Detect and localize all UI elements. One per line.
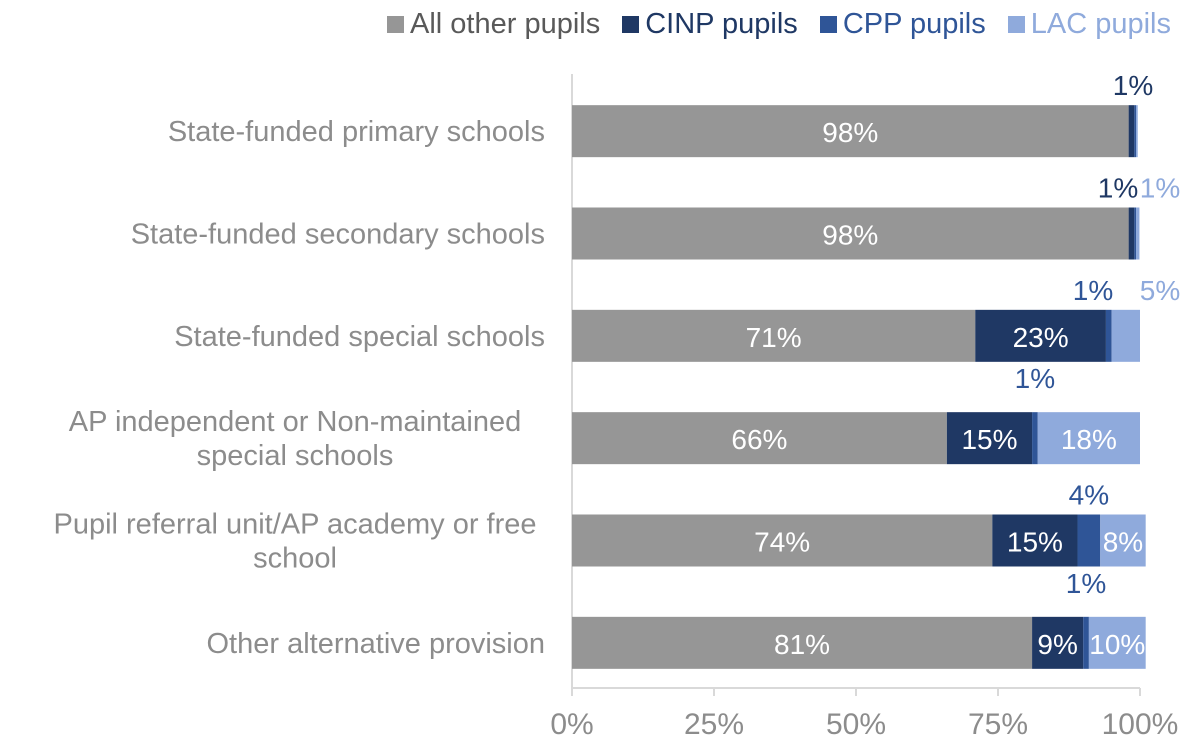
bar-segment — [1088, 616, 1146, 669]
data-label: 71% — [746, 322, 802, 353]
bar-segment — [992, 514, 1078, 567]
bar-segment — [572, 207, 1129, 260]
bar-segment — [572, 309, 976, 362]
bar-segment — [1111, 309, 1140, 362]
legend-item: CPP pupils — [819, 8, 986, 41]
legend-item: All other pupils — [387, 8, 600, 41]
legend-swatch — [387, 16, 404, 33]
data-label: 4% — [1069, 480, 1109, 511]
x-tick-label: 50% — [826, 708, 886, 740]
bar-segment — [946, 412, 1033, 465]
bar-segment — [1032, 616, 1084, 669]
x-tick-label: 75% — [968, 708, 1028, 740]
data-label: 8% — [1103, 527, 1143, 558]
bar-segment — [572, 105, 1129, 158]
data-label: 15% — [961, 424, 1017, 455]
category-label: State-funded secondary schools — [131, 219, 545, 251]
data-label: 15% — [1007, 527, 1063, 558]
bar-segment — [1077, 514, 1101, 567]
bar-segment — [572, 616, 1033, 669]
bar-segment — [1083, 616, 1089, 669]
category-label: State-funded special schools — [174, 321, 545, 353]
data-label: 1% — [1113, 70, 1153, 101]
bar-segment — [975, 309, 1106, 362]
bar-segment — [572, 514, 993, 567]
data-label: 98% — [822, 220, 878, 251]
data-label: 1% — [1073, 275, 1113, 306]
legend: All other pupils CINP pupils CPP pupils LAC… — [387, 8, 1171, 41]
data-label: 74% — [754, 527, 810, 558]
bar-segment — [1037, 412, 1140, 465]
category-label: AP independent or Non-maintained — [69, 406, 522, 438]
data-label: 98% — [822, 117, 878, 148]
legend-label: CPP pupils — [842, 8, 986, 40]
bar-segment — [1032, 412, 1038, 465]
bar-segment — [1128, 207, 1135, 260]
x-tick-label: 0% — [550, 708, 593, 740]
legend-label: CINP pupils — [645, 8, 798, 40]
data-label: 9% — [1037, 629, 1077, 660]
data-label: 18% — [1061, 424, 1117, 455]
bar-segment — [572, 412, 947, 465]
bar-segment — [1136, 207, 1140, 260]
data-label: 10% — [1089, 629, 1145, 660]
data-label: 81% — [774, 629, 830, 660]
x-tick-label: 25% — [684, 708, 744, 740]
bar-segment — [1134, 207, 1137, 260]
category-label: school — [253, 543, 337, 575]
bar-segment — [1100, 514, 1146, 567]
data-label: 1% — [1015, 363, 1055, 394]
legend-item: CINP pupils — [622, 8, 798, 41]
category-label: Pupil referral unit/AP academy or free — [53, 509, 536, 541]
legend-swatch — [622, 16, 640, 33]
data-label: 1% — [1098, 173, 1138, 204]
legend-swatch — [1007, 16, 1025, 33]
bar-segment — [1105, 309, 1112, 362]
category-label: State-funded primary schools — [168, 116, 545, 148]
data-label: 1% — [1066, 568, 1106, 599]
legend-label: LAC pupils — [1030, 8, 1171, 40]
category-label: special schools — [197, 440, 394, 472]
legend-label: All other pupils — [410, 8, 601, 40]
bar-segment — [1128, 105, 1135, 158]
data-label: 5% — [1140, 275, 1180, 306]
legend-swatch — [819, 16, 837, 33]
data-label: 66% — [731, 424, 787, 455]
data-label: 1% — [1140, 173, 1180, 204]
bar-segment — [1134, 105, 1137, 158]
x-tick-label: 100% — [1102, 708, 1179, 740]
bar-segment — [1136, 105, 1138, 158]
legend-item: LAC pupils — [1007, 8, 1171, 41]
data-label: 23% — [1013, 322, 1069, 353]
category-label: Other alternative provision — [207, 628, 546, 660]
